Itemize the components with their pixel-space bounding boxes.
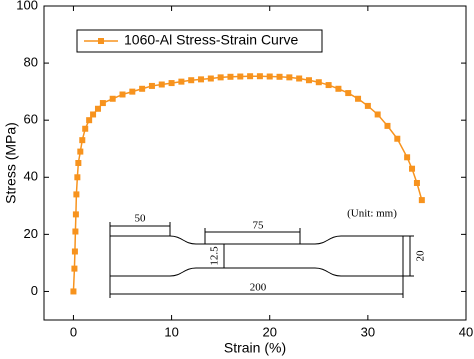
- data-marker: [73, 191, 80, 198]
- data-marker: [355, 95, 362, 102]
- data-marker: [79, 137, 86, 144]
- data-marker: [168, 80, 175, 87]
- data-marker: [148, 82, 155, 89]
- legend-marker: [98, 38, 104, 44]
- data-marker: [99, 100, 106, 107]
- data-marker: [77, 148, 84, 155]
- data-marker: [256, 73, 263, 80]
- y-axis-title: Stress (MPa): [3, 122, 19, 204]
- data-marker: [305, 77, 312, 84]
- data-marker: [74, 174, 81, 181]
- data-marker: [286, 74, 293, 81]
- data-marker: [315, 79, 322, 86]
- data-marker: [109, 95, 116, 102]
- data-marker: [178, 78, 185, 85]
- data-marker: [384, 122, 391, 129]
- data-marker: [335, 85, 342, 92]
- y-tick-label: 60: [24, 112, 38, 127]
- data-marker: [198, 76, 205, 83]
- data-marker: [266, 73, 273, 80]
- data-marker: [276, 73, 283, 80]
- data-marker: [86, 117, 93, 124]
- data-marker: [345, 90, 352, 97]
- data-marker: [71, 265, 78, 272]
- x-tick-label: 30: [361, 324, 375, 339]
- y-tick-label: 80: [24, 55, 38, 70]
- data-marker: [237, 73, 244, 80]
- data-marker: [247, 73, 254, 80]
- data-marker: [188, 77, 195, 84]
- data-marker: [404, 154, 411, 161]
- data-marker: [364, 102, 371, 109]
- y-tick-label: 20: [24, 226, 38, 241]
- data-marker: [70, 288, 77, 295]
- diagram-label: (Unit: mm): [347, 208, 397, 220]
- specimen-diagram: [109, 222, 414, 298]
- x-tick-label: 20: [262, 324, 276, 339]
- data-marker: [374, 111, 381, 118]
- data-marker: [72, 228, 79, 235]
- diagram-label: 12.5: [209, 246, 221, 266]
- data-marker: [394, 135, 401, 142]
- x-tick-label: 40: [459, 324, 473, 339]
- data-marker: [119, 91, 126, 98]
- data-marker: [71, 248, 78, 255]
- data-marker: [296, 75, 303, 82]
- legend-box: [76, 29, 323, 53]
- data-marker: [207, 75, 214, 82]
- diagram-label: 200: [250, 282, 267, 294]
- data-marker: [325, 82, 332, 89]
- y-tick-label: 0: [31, 283, 38, 298]
- data-marker: [82, 125, 89, 132]
- data-marker: [72, 211, 79, 218]
- data-marker: [413, 179, 420, 186]
- data-marker: [409, 165, 416, 172]
- legend-label: 1060-Al Stress-Strain Curve: [124, 32, 299, 48]
- data-marker: [217, 74, 224, 81]
- data-marker: [75, 160, 82, 166]
- x-tick-label: 0: [70, 324, 77, 339]
- data-marker: [158, 81, 165, 88]
- diagram-label: 20: [415, 250, 427, 262]
- data-marker: [139, 85, 146, 92]
- y-tick-label: 100: [16, 0, 38, 12]
- data-marker: [418, 197, 425, 204]
- data-marker: [129, 88, 136, 95]
- y-tick-label: 40: [24, 169, 38, 184]
- data-marker: [94, 105, 101, 112]
- diagram-label: 75: [253, 220, 265, 232]
- data-marker: [90, 111, 97, 118]
- x-tick-label: 10: [164, 324, 178, 339]
- diagram-label: 50: [135, 213, 147, 225]
- x-axis-title: Strain (%): [224, 340, 286, 356]
- plot-frame: [43, 5, 467, 321]
- data-marker: [227, 73, 234, 80]
